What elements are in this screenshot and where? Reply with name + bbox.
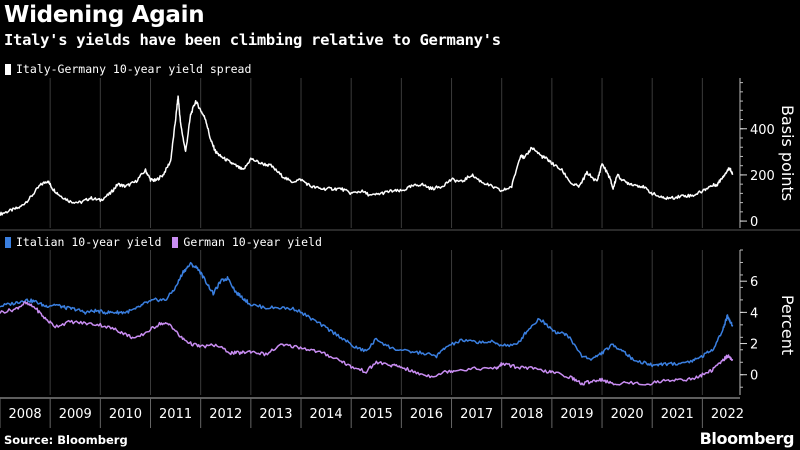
x-tick-label: 2021: [661, 407, 694, 422]
germany-yield-line: [0, 301, 734, 386]
spread-legend-label: Italy-Germany 10-year yield spread: [16, 62, 252, 76]
yield-tick-label: 4: [750, 306, 758, 321]
spread-tick-label: 0: [750, 215, 758, 230]
spread-tick-label: 400: [750, 123, 775, 138]
yield-axis-title: Percent: [778, 295, 797, 355]
yield-legend: Italian 10-year yield German 10-year yie…: [5, 235, 322, 249]
italy-legend-label: Italian 10-year yield: [16, 235, 162, 249]
spread-axis-title: Basis points: [778, 105, 797, 201]
x-tick-label: 2015: [360, 407, 393, 422]
spread-panel: 0 200 400 Basis points: [0, 78, 797, 230]
italy-legend-swatch: [5, 236, 11, 248]
bloomberg-logo: Bloomberg: [699, 429, 795, 448]
x-tick-label: 2020: [611, 407, 644, 422]
x-axis: 2008 2009 2010 2011 2012 2013 2014 2015 2016 2017…: [0, 397, 744, 428]
yield-tick-label: 2: [750, 338, 758, 353]
yield-panel: 0 2 4 6 Percent: [0, 249, 797, 395]
x-tick-label: 2014: [310, 407, 343, 422]
yield-tick-label: 6: [750, 275, 758, 290]
x-tick-label: 2010: [109, 407, 142, 422]
germany-legend-label: German 10-year yield: [183, 235, 322, 249]
x-tick-label: 2009: [59, 407, 92, 422]
x-tick-label: 2019: [560, 407, 593, 422]
spread-legend-swatch: [5, 63, 11, 75]
x-tick-label: 2011: [159, 407, 192, 422]
source-note: Source: Bloomberg: [4, 433, 128, 447]
x-tick-label: 2016: [410, 407, 443, 422]
spread-tick-label: 200: [750, 169, 775, 184]
yield-tick-label: 0: [750, 369, 758, 384]
x-tick-label: 2012: [209, 407, 242, 422]
spread-line: [0, 95, 734, 217]
germany-legend-swatch: [172, 236, 179, 248]
chart-title: Widening Again: [4, 2, 205, 28]
x-tick-label: 2008: [9, 407, 42, 422]
chart-subtitle: Italy's yields have been climbing relati…: [4, 31, 501, 49]
x-tick-label: 2022: [711, 407, 744, 422]
x-tick-label: 2017: [460, 407, 493, 422]
x-tick-label: 2013: [259, 407, 292, 422]
italy-yield-line: [0, 261, 734, 368]
x-tick-label: 2018: [510, 407, 543, 422]
spread-legend: Italy-Germany 10-year yield spread: [5, 62, 251, 76]
